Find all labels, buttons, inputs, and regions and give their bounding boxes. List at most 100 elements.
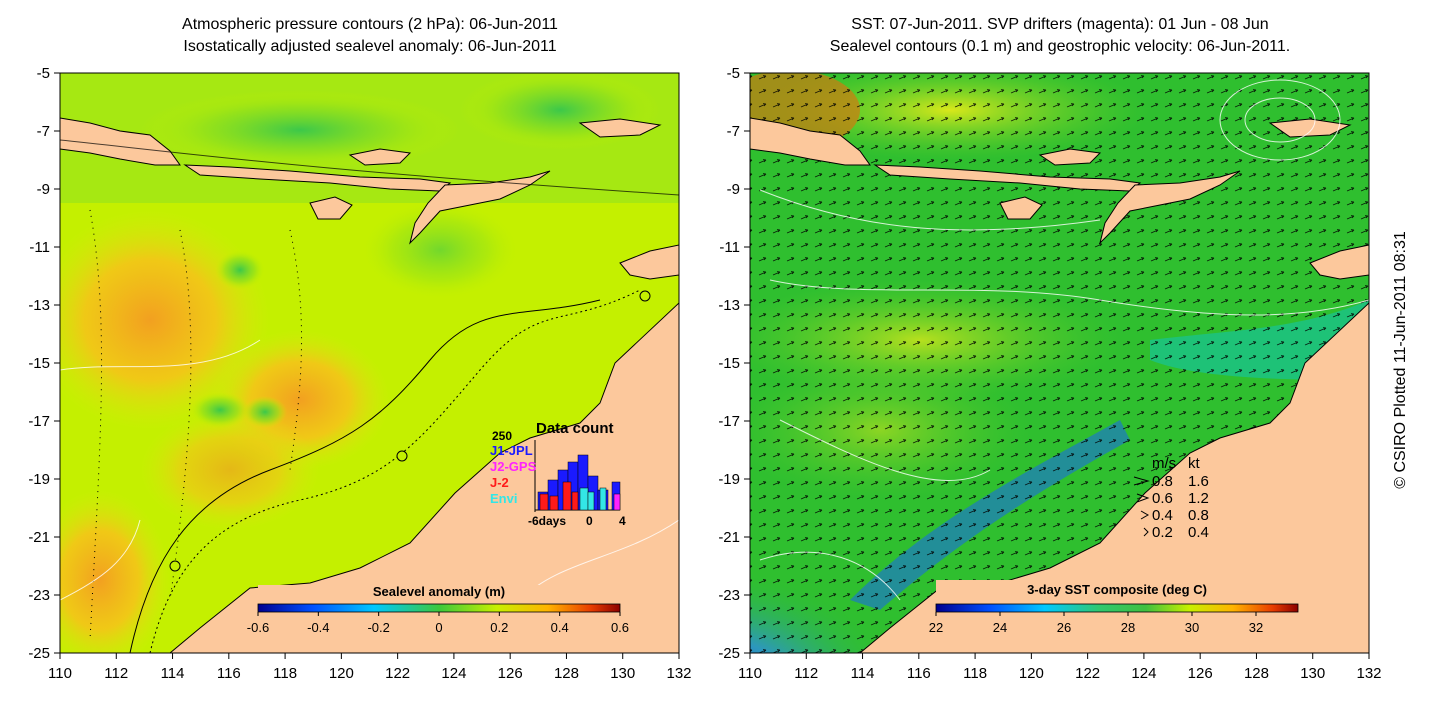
left-lon-label: 114 — [161, 665, 185, 682]
right-lat-label: -13 — [718, 297, 740, 314]
right-lat-label: -11 — [719, 239, 740, 256]
left-lon-label: 120 — [329, 665, 354, 682]
sla-tick-label: -0.4 — [307, 620, 329, 635]
left-lon-label: 112 — [104, 665, 128, 682]
right-lon-label: 128 — [1244, 665, 1269, 682]
left-lat-label: -25 — [28, 645, 50, 662]
velocity-kt-value: 0.8 — [1188, 507, 1209, 524]
velocity-legend: m/s kt 0.8 1.60.6 1.20.4 0.80.2 0.4 — [1133, 455, 1209, 541]
right-lat-label: -9 — [727, 181, 740, 198]
sla-tick-label: -0.2 — [367, 620, 389, 635]
right-lon-label: 114 — [851, 665, 875, 682]
left-lon-label: 132 — [666, 665, 691, 682]
sla-colorbar-label: Sealevel anomaly (m) — [373, 584, 505, 599]
right-lon-label: 132 — [1356, 665, 1381, 682]
mission-label: Envi — [490, 491, 517, 506]
left-lat-label: -23 — [28, 587, 50, 604]
velocity-ms-value: 0.4 — [1152, 507, 1173, 524]
sst-tick-label: 28 — [1121, 620, 1135, 635]
left-lat-label: -13 — [28, 297, 50, 314]
right-lon-label: 112 — [794, 665, 818, 682]
left-lat-label: -5 — [37, 65, 50, 82]
sst-tick-label: 24 — [993, 620, 1007, 635]
sst-tick-label: 22 — [929, 620, 943, 635]
right-title-line-1: SST: 07-Jun-2011. SVP drifters (magenta)… — [851, 16, 1269, 33]
data-count-inset: Data count 250 -6days 0 4 J1-JPLJ2-GPSJ-… — [490, 420, 626, 528]
left-lon-label: 116 — [217, 665, 241, 682]
velocity-kt-value: 0.4 — [1188, 524, 1209, 541]
right-map: m/s kt 0.8 1.60.6 1.20.4 0.80.2 0.4 3-day SS… — [749, 72, 1370, 654]
right-map-axes: -5 -7 -9 -11 -13 -15 -17 -19 -21 -23 -25 110 112 114 1… — [718, 65, 1381, 682]
left-lon-label: 118 — [273, 665, 297, 682]
sla-tick-label: 0 — [435, 620, 442, 635]
mission-label: J-2 — [490, 475, 509, 490]
velocity-ms-value: 0.2 — [1152, 524, 1173, 541]
sst-colorbar-ticks: 22 24 26 28 30 32 — [929, 612, 1263, 635]
mission-label: J1-JPL — [490, 443, 533, 458]
sst-tick-label: 26 — [1057, 620, 1071, 635]
sst-colorbar-label: 3-day SST composite (deg C) — [1027, 582, 1207, 597]
velocity-ms-value: 0.8 — [1152, 473, 1173, 490]
sla-tick-label: -0.6 — [247, 620, 269, 635]
right-map-title: SST: 07-Jun-2011. SVP drifters (magenta)… — [750, 14, 1370, 58]
velocity-ms-value: 0.6 — [1152, 490, 1173, 507]
velocity-arrow-icon — [1133, 476, 1150, 486]
right-lat-label: -21 — [718, 529, 740, 546]
velocity-arrow-icon — [1140, 510, 1150, 520]
velocity-arrow-icon — [1136, 493, 1150, 503]
left-lat-label: -9 — [37, 181, 50, 198]
velocity-legend-rows: 0.8 1.60.6 1.20.4 0.80.2 0.4 — [1133, 473, 1209, 541]
right-lat-label: -17 — [718, 413, 740, 430]
right-lat-label: -23 — [718, 587, 740, 604]
right-lat-label: -25 — [718, 645, 740, 662]
sla-tick-label: 0.4 — [551, 620, 569, 635]
left-lon-label: 128 — [554, 665, 579, 682]
left-lat-label: -21 — [28, 529, 50, 546]
sla-tick-label: 0.2 — [490, 620, 508, 635]
right-lon-label: 118 — [963, 665, 987, 682]
data-count-title: Data count — [536, 420, 614, 437]
velocity-legend-kt-header: kt — [1188, 455, 1201, 472]
sla-colorbar: Sealevel anomaly (m) -0.6 -0.4 -0.2 0 0.2 0.4… — [247, 584, 629, 635]
credit-label: © CSIRO Plotted 11-Jun-2011 08:31 — [1392, 231, 1409, 489]
sla-colorbar-ticks: -0.6 -0.4 -0.2 0 0.2 0.4 0.6 — [247, 612, 629, 635]
left-lat-label: -17 — [28, 413, 50, 430]
data-count-x-mid: 0 — [586, 514, 593, 528]
left-lon-label: 130 — [610, 665, 635, 682]
velocity-arrow-icon — [1143, 527, 1149, 537]
left-lat-label: -19 — [28, 471, 50, 488]
right-lat-label: -19 — [718, 471, 740, 488]
right-lat-label: -15 — [718, 355, 740, 372]
mission-label: J2-GPS — [490, 459, 537, 474]
right-lon-label: 122 — [1075, 665, 1100, 682]
right-lon-label: 116 — [907, 665, 931, 682]
left-lat-label: -15 — [28, 355, 50, 372]
right-title-line-2: Sealevel contours (0.1 m) and geostrophi… — [829, 38, 1291, 55]
left-lon-label: 126 — [498, 665, 523, 682]
left-lon-label: 110 — [48, 665, 72, 682]
right-lon-label: 110 — [738, 665, 762, 682]
right-lon-label: 126 — [1188, 665, 1213, 682]
left-map-axes: -5 -7 -9 -11 -13 -15 -17 -19 -21 -23 -25 110 112 114 1… — [28, 65, 691, 682]
right-lon-label: 124 — [1131, 665, 1156, 682]
left-lat-label: -7 — [37, 123, 50, 140]
data-count-x-min: -6days — [528, 514, 566, 528]
left-map: Data count 250 -6days 0 4 J1-JPLJ2-GPSJ-… — [59, 72, 680, 654]
data-count-x-max: 4 — [619, 514, 626, 528]
velocity-kt-value: 1.2 — [1188, 490, 1209, 507]
sst-colorbar: 3-day SST composite (deg C) 22 24 26 28 30 32 — [929, 580, 1299, 635]
sst-tick-label: 32 — [1249, 620, 1263, 635]
right-lat-label: -5 — [727, 65, 740, 82]
data-count-max: 250 — [492, 429, 512, 443]
sst-tick-label: 30 — [1185, 620, 1199, 635]
left-title-line-1: Atmospheric pressure contours (2 hPa): 0… — [182, 16, 558, 33]
velocity-kt-value: 1.6 — [1188, 473, 1209, 490]
right-lon-label: 120 — [1019, 665, 1044, 682]
velocity-legend-ms-header: m/s — [1152, 455, 1176, 472]
right-lon-label: 130 — [1300, 665, 1325, 682]
left-lon-label: 124 — [441, 665, 466, 682]
left-lon-label: 122 — [385, 665, 410, 682]
left-title-line-2: Isostatically adjusted sealevel anomaly:… — [183, 38, 557, 55]
